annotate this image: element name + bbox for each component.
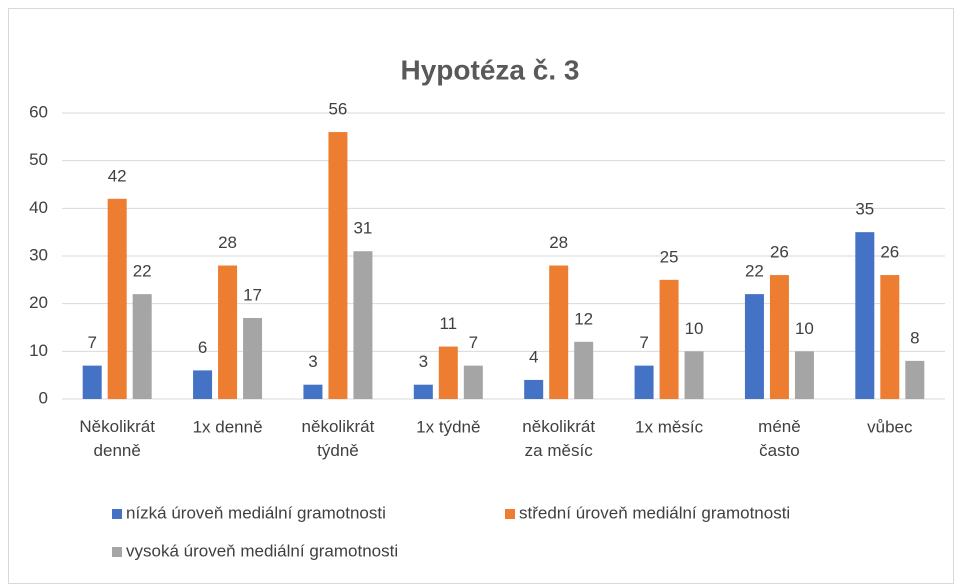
y-tick-label: 60 [29, 102, 48, 121]
y-tick-label: 20 [29, 293, 48, 312]
data-label: 7 [639, 333, 648, 352]
data-label: 22 [133, 262, 152, 281]
data-label: 7 [87, 333, 96, 352]
legend-swatch [112, 547, 122, 557]
data-label: 28 [549, 233, 568, 252]
data-label: 17 [243, 285, 262, 304]
y-tick-label: 50 [29, 150, 48, 169]
data-label: 42 [108, 166, 127, 185]
data-label: 3 [308, 352, 317, 371]
x-tick-label: 1x denně [193, 417, 263, 436]
x-tick-label: 1x měsíc [635, 417, 704, 436]
legend-label: nízká úroveň mediální gramotnosti [126, 503, 386, 522]
data-label: 4 [529, 347, 538, 366]
bar [463, 365, 483, 399]
legend-label: vysoká úroveň mediální gramotnosti [126, 541, 398, 560]
data-label: 7 [469, 333, 478, 352]
bar [574, 341, 594, 399]
x-tick-label: vůbec [867, 417, 913, 436]
bar [880, 275, 900, 399]
bar [769, 275, 789, 399]
chart-title: Hypotéza č. 3 [401, 54, 580, 85]
data-label: 10 [685, 319, 704, 338]
data-label: 22 [745, 262, 764, 281]
data-label: 31 [353, 219, 372, 238]
y-tick-label: 10 [29, 341, 48, 360]
x-tick-label: několikrát za měsíc [522, 417, 595, 460]
y-tick-label: 30 [29, 245, 48, 264]
data-label: 10 [795, 319, 814, 338]
bar [107, 198, 127, 399]
bar [328, 132, 348, 400]
bar [243, 317, 263, 399]
data-label: 26 [770, 243, 789, 262]
bar [193, 370, 213, 399]
bar [744, 294, 764, 399]
chart-frame [8, 8, 954, 584]
legend-swatch [112, 509, 122, 519]
data-label: 8 [910, 328, 919, 347]
data-label: 3 [419, 352, 428, 371]
bar [303, 384, 323, 399]
data-label: 25 [660, 247, 679, 266]
bar [905, 360, 925, 399]
data-label: 12 [574, 309, 593, 328]
bar [132, 294, 152, 399]
data-label: 35 [855, 200, 874, 219]
x-tick-label: Několikrát denně [79, 417, 155, 460]
x-tick-label: několikrát týdně [302, 417, 375, 460]
bar [438, 346, 458, 399]
data-label: 56 [328, 100, 347, 119]
legend-swatch [505, 509, 515, 519]
data-label: 26 [880, 243, 899, 262]
legend-label: střední úroveň mediální gramotnosti [519, 503, 790, 522]
bar [794, 351, 814, 399]
bar [82, 365, 102, 399]
bar [549, 265, 569, 399]
x-tick-label: méně často [758, 417, 801, 460]
bar [524, 379, 544, 399]
data-label: 11 [439, 314, 457, 333]
x-tick-label: 1x týdně [416, 417, 480, 436]
bar [413, 384, 433, 399]
data-label: 6 [198, 338, 207, 357]
bar [353, 251, 373, 399]
bar [218, 265, 238, 399]
bar [684, 351, 704, 399]
y-tick-label: 0 [39, 388, 48, 407]
data-label: 28 [218, 233, 237, 252]
bar [855, 232, 875, 399]
y-tick-label: 40 [29, 198, 48, 217]
bar [634, 365, 654, 399]
bar [659, 279, 679, 399]
